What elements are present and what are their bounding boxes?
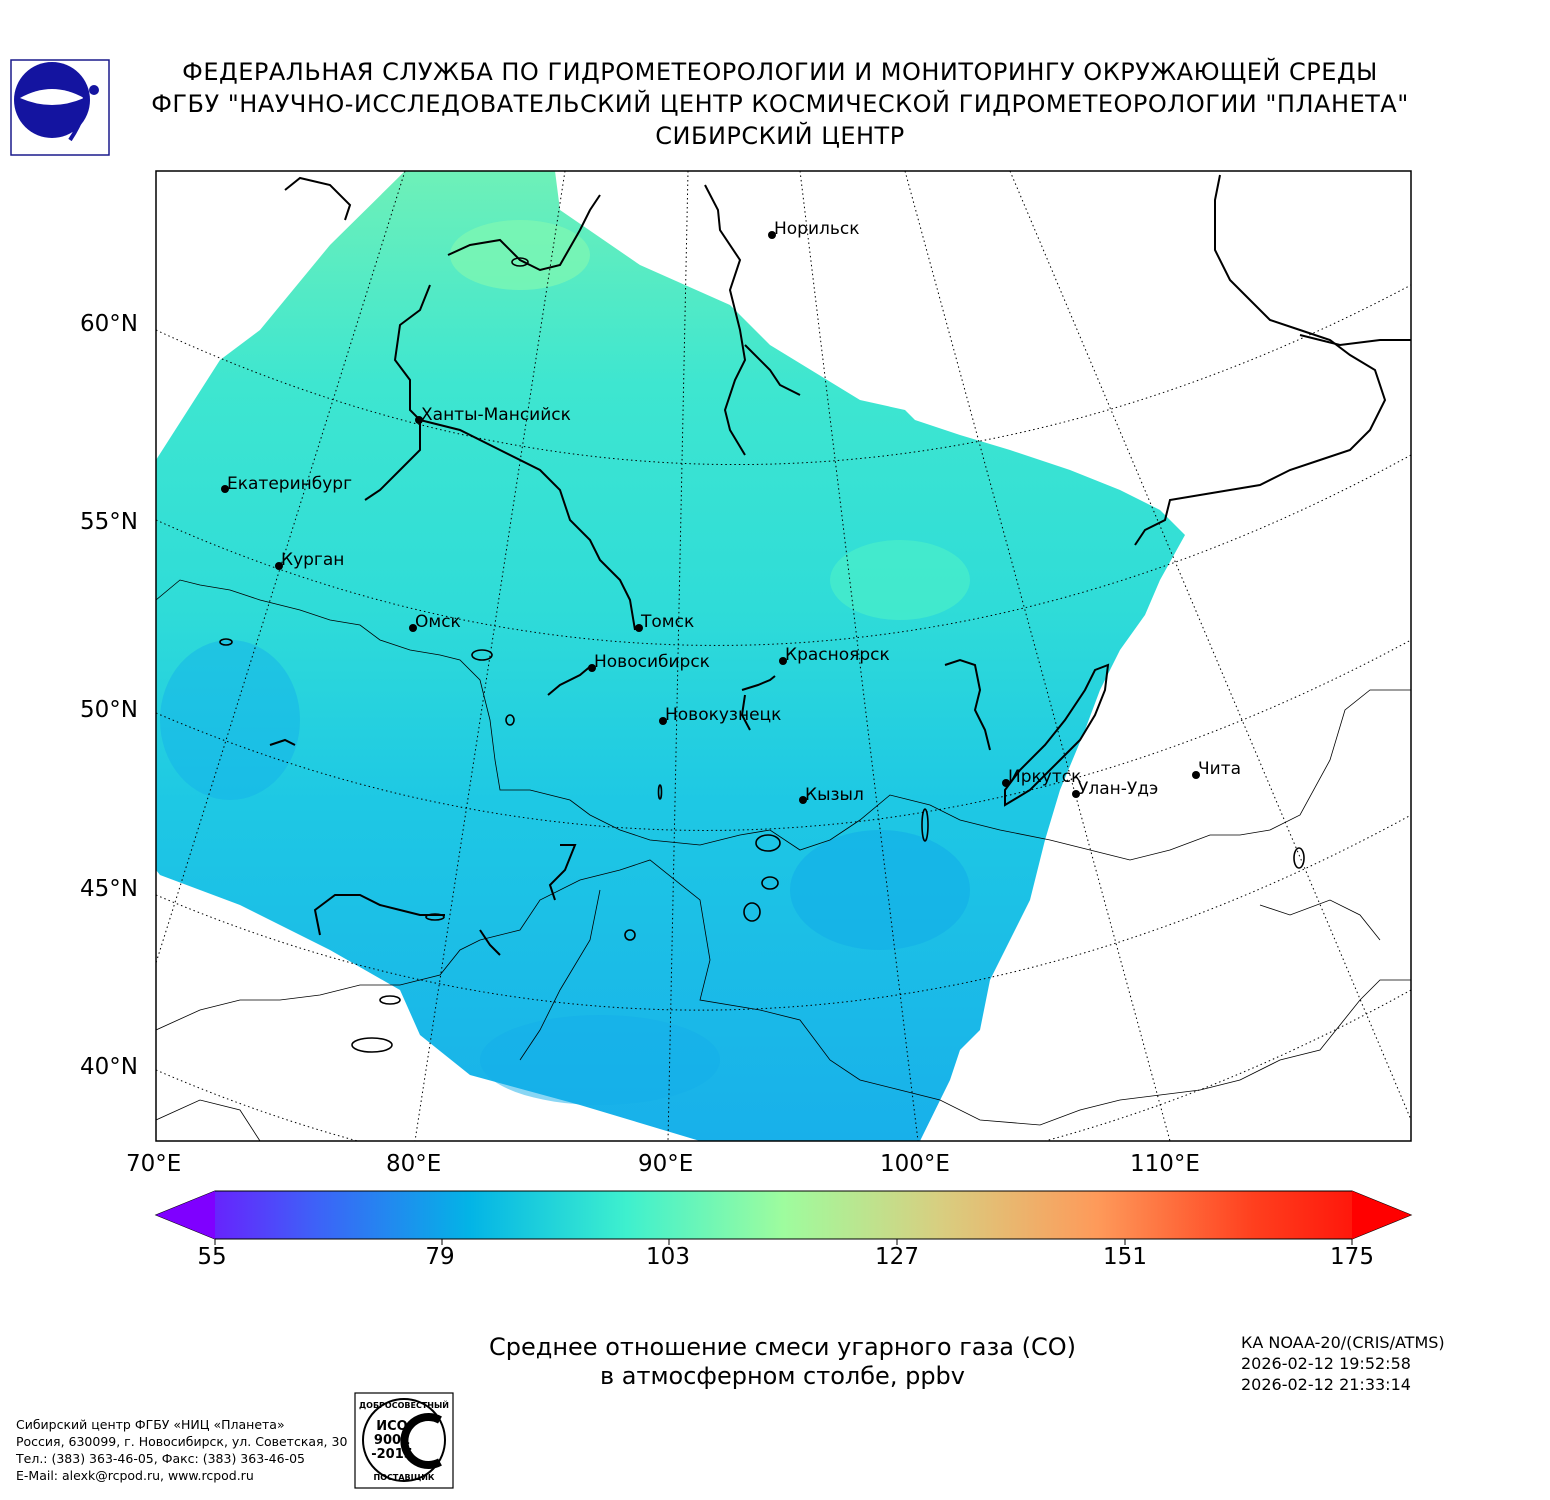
latitude-label-40n: 40°N — [80, 1054, 138, 1080]
city-label-ulan-ude: Улан-Удэ — [1078, 779, 1158, 799]
latitude-label-55n: 55°N — [80, 509, 138, 535]
map-caption-line2: в атмосферном столбе, ppbv — [599, 1362, 965, 1390]
header-title-line2: ФГБУ "НАУЧНО-ИССЛЕДОВАТЕЛЬСКИЙ ЦЕНТР КОС… — [151, 90, 1409, 118]
city-label-tomsk: Томск — [640, 612, 694, 632]
header-title-line1: ФЕДЕРАЛЬНАЯ СЛУЖБА ПО ГИДРОМЕТЕОРОЛОГИИ … — [182, 58, 1378, 86]
iso-badge-text-1: ИСО — [376, 1419, 407, 1434]
longitude-label-80e: 80°E — [386, 1151, 442, 1177]
iso-badge-text-2: 9001 — [374, 1433, 410, 1448]
city-label-novokuznetsk: Новокузнецк — [665, 705, 781, 725]
map-area: Норильск Ханты-Мансийск Екатеринбург Кур… — [156, 171, 1411, 1141]
iso-badge-text-3: -2015 — [371, 1447, 413, 1462]
observation-start-time: 2026-02-12 19:52:58 — [1241, 1354, 1411, 1373]
longitude-label-100e: 100°E — [880, 1151, 950, 1177]
org-phone: Тел.: (383) 363-46-05, Факс: (383) 363-4… — [16, 1451, 306, 1466]
city-label-yekaterinburg: Екатеринбург — [227, 474, 352, 494]
colorbar-tick-79: 79 — [425, 1244, 455, 1270]
colorbar-tick-103: 103 — [646, 1244, 690, 1270]
org-email: E-Mail: alexk@rcpod.ru, www.rcpod.ru — [16, 1468, 254, 1483]
city-label-krasnoyarsk: Красноярск — [785, 645, 890, 665]
roshydromet-logo — [10, 59, 110, 156]
colorbar-tick-151: 151 — [1103, 1244, 1147, 1270]
longitude-label-70e: 70°E — [126, 1151, 182, 1177]
city-label-novosibirsk: Новосибирск — [594, 652, 710, 672]
map-caption-line1: Среднее отношение смеси угарного газа (C… — [489, 1333, 1076, 1361]
city-label-khanty-mansiysk: Ханты-Мансийск — [421, 405, 571, 425]
city-label-norilsk: Норильск — [774, 219, 860, 239]
observation-end-time: 2026-02-12 21:33:14 — [1241, 1375, 1411, 1394]
longitude-label-90e: 90°E — [638, 1151, 694, 1177]
latitude-label-45n: 45°N — [80, 876, 138, 902]
city-label-chita: Чита — [1198, 759, 1241, 779]
colorbar-tick-127: 127 — [875, 1244, 919, 1270]
satellite-name: КА NOAA-20/(CRIS/ATMS) — [1241, 1333, 1445, 1352]
city-label-irkutsk: Иркутск — [1008, 767, 1081, 787]
colorbar-tick-55: 55 — [197, 1244, 227, 1270]
org-name: Сибирский центр ФГБУ «НИЦ «Планета» — [16, 1417, 285, 1432]
org-address: Россия, 630099, г. Новосибирск, ул. Сове… — [16, 1434, 348, 1449]
map-frame — [155, 170, 1412, 1142]
colorbar-tick-175: 175 — [1330, 1244, 1374, 1270]
city-label-omsk: Омск — [415, 612, 461, 632]
iso-badge-top-text: ДОБРОСОВЕСТНЫЙ — [359, 1399, 449, 1410]
colorbar — [154, 1190, 1413, 1245]
latitude-label-60n: 60°N — [80, 311, 138, 337]
header-title-line3: СИБИРСКИЙ ЦЕНТР — [655, 122, 905, 150]
city-label-kurgan: Курган — [281, 550, 344, 570]
iso-badge-bottom-text: ПОСТАВЩИК — [374, 1473, 435, 1482]
latitude-label-50n: 50°N — [80, 697, 138, 723]
city-label-kyzyl: Кызыл — [805, 785, 864, 805]
longitude-label-110e: 110°E — [1130, 1151, 1200, 1177]
iso-9001-badge: ДОБРОСОВЕСТНЫЙ ИСО 9001 -2015 ПОСТАВЩИК — [354, 1392, 454, 1489]
